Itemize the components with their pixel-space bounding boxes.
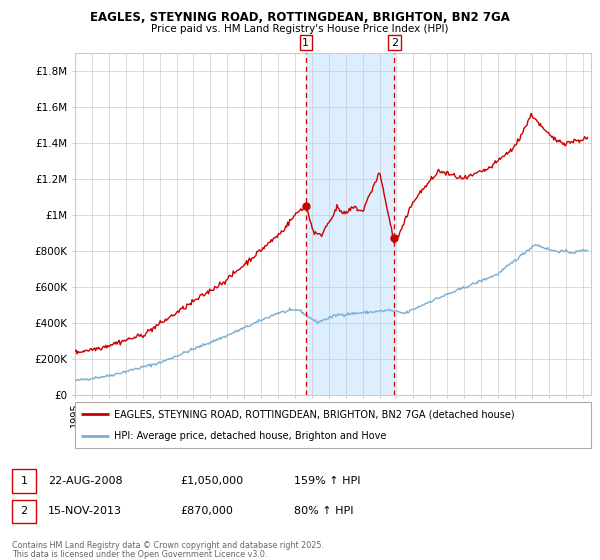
Text: 80% ↑ HPI: 80% ↑ HPI [294, 506, 353, 516]
Text: 15-NOV-2013: 15-NOV-2013 [48, 506, 122, 516]
Text: 159% ↑ HPI: 159% ↑ HPI [294, 476, 361, 486]
Text: HPI: Average price, detached house, Brighton and Hove: HPI: Average price, detached house, Brig… [114, 431, 386, 441]
Text: 2: 2 [20, 506, 28, 516]
Text: Contains HM Land Registry data © Crown copyright and database right 2025.: Contains HM Land Registry data © Crown c… [12, 541, 324, 550]
Text: EAGLES, STEYNING ROAD, ROTTINGDEAN, BRIGHTON, BN2 7GA: EAGLES, STEYNING ROAD, ROTTINGDEAN, BRIG… [90, 11, 510, 24]
Text: Price paid vs. HM Land Registry's House Price Index (HPI): Price paid vs. HM Land Registry's House … [151, 24, 449, 34]
Text: 1: 1 [20, 476, 28, 486]
Text: EAGLES, STEYNING ROAD, ROTTINGDEAN, BRIGHTON, BN2 7GA (detached house): EAGLES, STEYNING ROAD, ROTTINGDEAN, BRIG… [114, 409, 514, 419]
Text: This data is licensed under the Open Government Licence v3.0.: This data is licensed under the Open Gov… [12, 550, 268, 559]
Bar [306, 53, 394, 395]
Text: 22-AUG-2008: 22-AUG-2008 [48, 476, 122, 486]
Text: 2: 2 [391, 38, 398, 48]
Text: £1,050,000: £1,050,000 [180, 476, 243, 486]
Text: £870,000: £870,000 [180, 506, 233, 516]
Text: 1: 1 [302, 38, 309, 48]
FancyBboxPatch shape [75, 402, 591, 448]
